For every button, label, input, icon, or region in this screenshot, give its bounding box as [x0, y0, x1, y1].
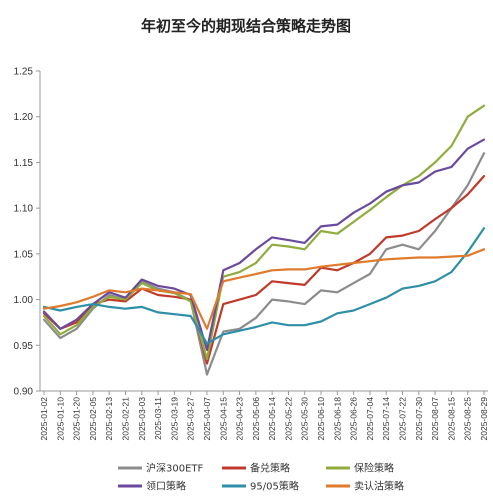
- x-tick-label: 2025-05-14: [267, 397, 277, 441]
- y-tick-label: 1.05: [14, 249, 34, 260]
- legend-label: 沪深300ETF: [146, 462, 204, 475]
- x-tick-label: 2025-03-27: [186, 397, 196, 441]
- x-tick-label: 2025-06-18: [332, 397, 342, 441]
- series-line-1: [42, 175, 486, 365]
- x-tick-label: 2025-06-26: [349, 397, 359, 441]
- x-tick-label: 2025-08-25: [463, 397, 473, 441]
- legend-label: 备兑策略: [250, 462, 290, 475]
- x-tick-label: 2025-02-05: [88, 397, 98, 441]
- x-tick-label: 2025-05-06: [251, 397, 261, 441]
- x-tick-label: 2025-03-11: [153, 397, 163, 440]
- x-tick-label: 2025-07-30: [414, 397, 424, 441]
- y-tick-label: 1.10: [14, 204, 34, 215]
- y-tick-label: 1.00: [14, 295, 34, 306]
- x-tick-label: 2025-04-07: [202, 397, 212, 441]
- x-tick-label: 2025-04-15: [218, 397, 228, 441]
- y-tick-label: 1.25: [14, 67, 34, 78]
- x-tick-label: 2025-03-03: [137, 397, 147, 441]
- series-line-4: [42, 227, 486, 345]
- y-axis: 0.90 0.95 1.00 1.05 1.10 1.15 1.20 1.25: [14, 67, 41, 398]
- x-tick-label: 2025-01-10: [55, 397, 65, 441]
- series-line-5: [42, 248, 486, 330]
- x-tick-label: 2025-07-04: [365, 397, 375, 441]
- x-tick-label: 2025-08-15: [446, 397, 456, 441]
- y-tick-label: 0.95: [14, 341, 34, 352]
- x-tick-label: 2025-02-13: [104, 397, 114, 441]
- x-tick-label: 2025-06-10: [316, 397, 326, 441]
- y-tick-label: 1.20: [14, 112, 34, 123]
- x-tick-label: 2025-01-02: [39, 397, 49, 441]
- x-tick-label: 2025-08-07: [430, 397, 440, 441]
- x-tick-label: 2025-04-23: [235, 397, 245, 441]
- y-tick-label: 1.15: [14, 158, 34, 169]
- x-tick-label: 2025-05-22: [283, 397, 293, 441]
- legend-label: 领口策略: [146, 480, 186, 493]
- y-tick-label: 0.90: [14, 387, 34, 398]
- x-tick-label: 2025-02-21: [120, 397, 130, 441]
- series-lines: [42, 104, 486, 376]
- legend-label: 保险策略: [354, 462, 394, 475]
- x-tick-label: 2025-07-14: [381, 397, 391, 441]
- series-line-0: [42, 152, 486, 376]
- x-tick-label: 2025-03-19: [169, 397, 179, 441]
- x-tick-label: 2025-01-20: [72, 397, 82, 441]
- legend-label: 卖认沽策略: [354, 480, 404, 493]
- legend-label: 95/05策略: [250, 480, 299, 493]
- series-line-2: [42, 104, 486, 361]
- x-tick-label: 2025-05-30: [300, 397, 310, 441]
- chart-title: 年初至今的期现结合策略走势图: [141, 17, 351, 35]
- series-line-3: [42, 138, 486, 351]
- x-axis: 2025-01-02 2025-01-10 2025-01-20 2025-02-05…: [39, 390, 489, 441]
- x-tick-label: 2025-07-22: [398, 397, 408, 441]
- x-tick-label: 2025-08-29: [479, 397, 489, 441]
